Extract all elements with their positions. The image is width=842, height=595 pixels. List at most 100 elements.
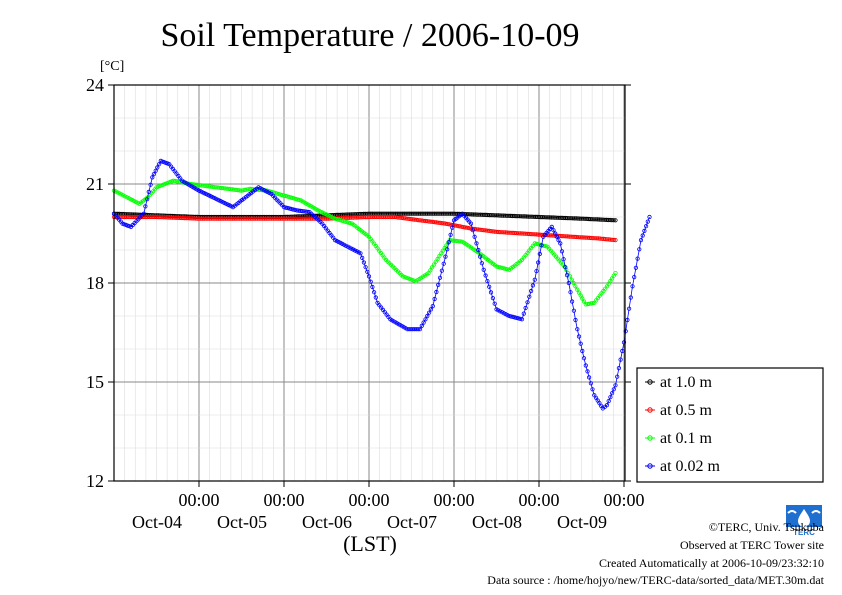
data-point (539, 243, 544, 248)
y-tick-label: 21 (86, 174, 104, 194)
data-point (611, 387, 616, 392)
data-point (163, 160, 168, 165)
series-at-0-1-m (111, 178, 618, 307)
data-point (576, 334, 582, 339)
data-point (571, 280, 576, 286)
data-point (573, 284, 578, 289)
data-point (153, 168, 158, 173)
data-point (519, 317, 525, 322)
data-point (635, 256, 640, 261)
data-point (568, 290, 573, 295)
data-point (569, 299, 575, 304)
data-point (575, 327, 580, 332)
x-tick-time: 00:00 (263, 490, 304, 510)
data-point (446, 240, 451, 245)
data-point (490, 295, 495, 301)
data-point (534, 268, 539, 274)
data-point (423, 317, 428, 322)
x-tick-date: Oct-04 (132, 512, 182, 532)
data-point (441, 261, 446, 266)
data-point (435, 256, 440, 262)
data-point (505, 267, 510, 272)
data-point (528, 288, 534, 294)
data-point (421, 320, 426, 325)
credit-created: Created Automatically at 2006-10-09/23:3… (599, 556, 824, 570)
data-point (151, 172, 156, 177)
legend-item: at 0.1 m (645, 430, 713, 447)
data-point (485, 278, 490, 284)
legend: at 1.0 m at 0.5 m at 0.1 m at 0.02 m (636, 367, 824, 483)
data-point (419, 323, 424, 328)
legend-box (636, 367, 824, 483)
data-point (368, 279, 373, 284)
data-point (461, 225, 466, 230)
terc-logo: TERC (784, 503, 824, 537)
legend-swatch-marker (647, 379, 653, 385)
data-point (590, 387, 595, 392)
data-point (289, 206, 294, 212)
x-tick-date: Oct-09 (557, 512, 607, 532)
data-point (292, 207, 297, 212)
data-point (492, 301, 497, 306)
grid (114, 85, 625, 481)
data-point (534, 241, 539, 246)
data-point (569, 277, 574, 282)
data-point (496, 264, 501, 270)
data-point (487, 284, 492, 289)
data-point (437, 254, 442, 259)
data-point (536, 260, 541, 265)
data-point (472, 234, 477, 239)
data-point (507, 313, 512, 319)
data-point (305, 209, 310, 214)
series-line (113, 160, 650, 409)
svg-text:TERC: TERC (793, 528, 815, 537)
data-point (618, 357, 623, 362)
data-point (476, 247, 481, 253)
data-point (508, 314, 514, 319)
data-point (563, 265, 568, 270)
data-point (571, 308, 577, 313)
x-tick-time: 00:00 (518, 490, 559, 510)
legend-label: at 1.0 m (660, 374, 713, 391)
data-point (287, 206, 292, 211)
data-point (543, 244, 548, 249)
data-point (417, 327, 423, 332)
data-point (633, 265, 639, 270)
data-point (425, 313, 430, 319)
data-point (434, 289, 439, 295)
legend-label: at 0.5 m (660, 402, 713, 419)
data-point (604, 402, 610, 408)
legend-swatch-marker (647, 463, 653, 469)
y-tick-label: 15 (86, 372, 104, 392)
data-point (494, 264, 499, 269)
credit-source: Data source : /home/hojyo/new/TERC-data/… (487, 573, 824, 587)
x-tick-time: 00:00 (433, 490, 474, 510)
data-point (501, 266, 506, 271)
data-point (532, 277, 537, 282)
x-tick-date: Oct-08 (472, 512, 522, 532)
data-point (585, 369, 590, 374)
series-at-0-5-m (111, 214, 618, 243)
data-point (448, 232, 453, 237)
data-point (445, 221, 450, 227)
data-point (443, 254, 448, 259)
data-point (450, 225, 455, 230)
legend-item: at 0.5 m (645, 402, 713, 419)
data-point (404, 275, 409, 280)
data-point (488, 290, 494, 295)
data-point (537, 251, 542, 257)
data-point (157, 162, 162, 167)
data-point (510, 314, 516, 319)
data-point (428, 307, 433, 312)
data-point (516, 316, 521, 321)
data-point (281, 205, 287, 210)
data-point (470, 228, 475, 233)
data-point (439, 268, 444, 273)
data-point (564, 272, 570, 278)
data-point (145, 197, 150, 202)
plot-area (111, 158, 652, 411)
x-tick-date: Oct-06 (302, 512, 352, 532)
data-point (561, 257, 566, 262)
data-point (290, 207, 296, 212)
